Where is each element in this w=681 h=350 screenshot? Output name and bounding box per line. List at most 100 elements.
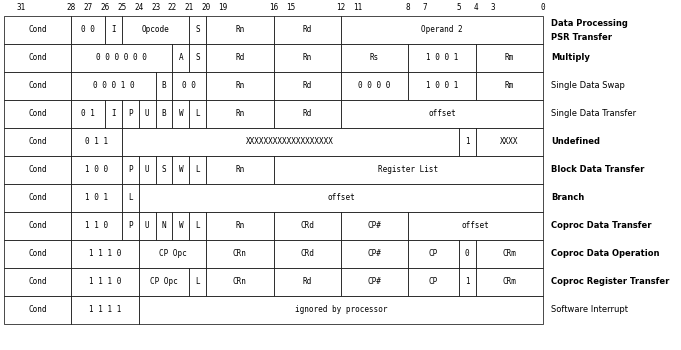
Bar (189, 212, 206, 240)
Bar (122, 184, 139, 212)
Text: 0: 0 (541, 3, 545, 12)
Bar (139, 156, 155, 184)
Text: U: U (145, 222, 150, 231)
Bar (206, 268, 274, 296)
Text: Rd: Rd (302, 110, 312, 119)
Text: Cond: Cond (29, 222, 47, 231)
Bar (4, 100, 72, 128)
Text: XXXX: XXXX (500, 138, 518, 147)
Bar (341, 268, 408, 296)
Text: CRm: CRm (503, 250, 516, 259)
Text: P: P (128, 110, 133, 119)
Bar (4, 212, 72, 240)
Text: 11: 11 (353, 3, 362, 12)
Text: L: L (195, 166, 200, 175)
Text: Rm: Rm (505, 82, 514, 91)
Text: 1: 1 (465, 278, 469, 287)
Bar (155, 156, 172, 184)
Text: CP#: CP# (368, 278, 381, 287)
Bar (105, 16, 122, 44)
Text: Rn: Rn (235, 82, 244, 91)
Text: Block Data Transfer: Block Data Transfer (551, 166, 644, 175)
Bar (341, 16, 543, 44)
Text: 15: 15 (286, 3, 295, 12)
Text: N: N (161, 222, 166, 231)
Text: CP#: CP# (368, 250, 381, 259)
Bar (4, 184, 72, 212)
Text: Single Data Swap: Single Data Swap (551, 82, 625, 91)
Text: A: A (178, 54, 183, 63)
Text: CRd: CRd (300, 222, 314, 231)
Text: Rs: Rs (370, 54, 379, 63)
Text: 1 1 1 0: 1 1 1 0 (89, 250, 121, 259)
Text: Cond: Cond (29, 194, 47, 203)
Text: L: L (195, 222, 200, 231)
Text: Rn: Rn (302, 54, 312, 63)
Text: P: P (128, 222, 133, 231)
Text: I: I (111, 110, 116, 119)
Bar (172, 156, 189, 184)
Bar (206, 156, 274, 184)
Bar (341, 72, 408, 100)
Bar (4, 72, 72, 100)
Bar (274, 156, 543, 184)
Text: Branch: Branch (551, 194, 584, 203)
Text: U: U (145, 110, 150, 119)
Bar (206, 16, 274, 44)
Text: W: W (178, 166, 183, 175)
Text: 1 0 0 1: 1 0 0 1 (426, 54, 458, 63)
Text: offset: offset (327, 194, 355, 203)
Bar (408, 268, 459, 296)
Bar (72, 212, 122, 240)
Text: Cond: Cond (29, 110, 47, 119)
Text: 4: 4 (473, 3, 478, 12)
Text: Cond: Cond (29, 26, 47, 35)
Text: S: S (161, 166, 166, 175)
Bar (274, 16, 341, 44)
Bar (475, 44, 543, 72)
Text: Coproc Data Transfer: Coproc Data Transfer (551, 222, 652, 231)
Text: Cond: Cond (29, 166, 47, 175)
Text: W: W (178, 222, 183, 231)
Text: Register List: Register List (378, 166, 439, 175)
Bar (459, 240, 475, 268)
Text: Rd: Rd (302, 278, 312, 287)
Bar (4, 156, 72, 184)
Bar (122, 212, 139, 240)
Text: Cond: Cond (29, 306, 47, 315)
Text: Opcode: Opcode (142, 26, 170, 35)
Text: Rd: Rd (302, 82, 312, 91)
Bar (274, 240, 341, 268)
Text: Cond: Cond (29, 82, 47, 91)
Bar (206, 72, 274, 100)
Bar (139, 212, 155, 240)
Bar (274, 212, 341, 240)
Text: 8: 8 (406, 3, 411, 12)
Bar (408, 240, 459, 268)
Text: Rm: Rm (505, 54, 514, 63)
Text: Data Processing: Data Processing (551, 19, 628, 28)
Bar (172, 44, 189, 72)
Bar (139, 100, 155, 128)
Text: 12: 12 (336, 3, 345, 12)
Text: CP Opc: CP Opc (159, 250, 187, 259)
Bar (4, 16, 72, 44)
Text: U: U (145, 166, 150, 175)
Text: 7: 7 (423, 3, 428, 12)
Bar (341, 100, 543, 128)
Text: Cond: Cond (29, 250, 47, 259)
Bar (122, 16, 189, 44)
Bar (139, 240, 206, 268)
Bar (189, 44, 206, 72)
Bar (139, 296, 543, 324)
Text: 0 1: 0 1 (81, 110, 95, 119)
Text: I: I (111, 26, 116, 35)
Text: Rn: Rn (235, 110, 244, 119)
Text: Rn: Rn (235, 222, 244, 231)
Bar (189, 268, 206, 296)
Bar (274, 100, 341, 128)
Text: P: P (128, 166, 133, 175)
Bar (206, 100, 274, 128)
Bar (459, 128, 475, 156)
Text: 5: 5 (456, 3, 461, 12)
